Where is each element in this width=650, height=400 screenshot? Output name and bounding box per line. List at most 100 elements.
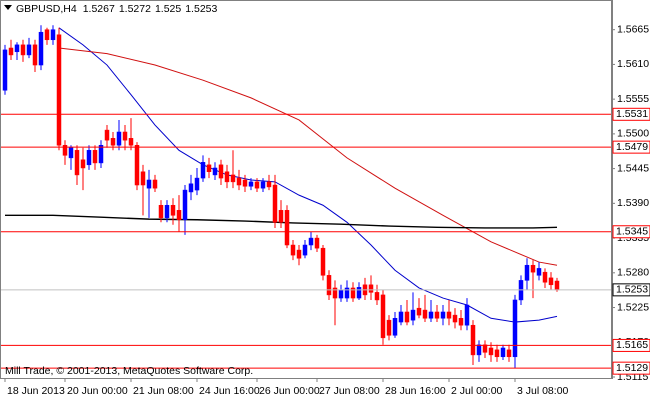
x-tick-label: 2 Jul 00:00 bbox=[451, 385, 503, 397]
y-tick-label: 1.5280 bbox=[617, 267, 649, 279]
candle-body bbox=[212, 167, 218, 176]
candle-body bbox=[182, 189, 188, 221]
candle-body bbox=[242, 179, 248, 187]
header-low: 1.525 bbox=[155, 3, 181, 15]
x-tick-label: 24 Jun 16:00 bbox=[199, 385, 260, 397]
candle-body bbox=[416, 307, 422, 316]
moving-average bbox=[58, 47, 558, 266]
candle-body bbox=[512, 299, 518, 358]
x-tick-label: 20 Jun 00:00 bbox=[67, 385, 128, 397]
candle-body bbox=[104, 129, 110, 141]
candle-body bbox=[230, 174, 236, 183]
candle-body bbox=[86, 150, 92, 166]
candle-body bbox=[122, 131, 128, 141]
candle-body bbox=[194, 177, 200, 191]
candle-body bbox=[332, 287, 338, 299]
candle-body bbox=[452, 314, 458, 323]
header-close: 1.5253 bbox=[185, 3, 217, 15]
candle-body bbox=[134, 144, 140, 186]
candle-body bbox=[368, 284, 374, 293]
candle-body bbox=[488, 347, 494, 356]
candle-body bbox=[338, 289, 344, 299]
x-tick-label: 3 Jul 08:00 bbox=[517, 385, 569, 397]
level-label: 1.5129 bbox=[616, 362, 648, 374]
candle-body bbox=[56, 34, 62, 146]
menu-arrow[interactable] bbox=[4, 5, 12, 10]
x-tick-label: 21 Jun 08:00 bbox=[133, 385, 194, 397]
candle-body bbox=[284, 210, 290, 246]
candle-body bbox=[302, 244, 308, 256]
candle-body bbox=[554, 280, 560, 291]
chart-header: GBPUSD,H4 1.5267 1.5272 1.525 1.5253 bbox=[16, 3, 217, 15]
candle-body bbox=[62, 144, 68, 156]
chart-frame bbox=[0, 0, 612, 379]
candle-body bbox=[14, 44, 20, 53]
y-tick-label: 1.5390 bbox=[617, 197, 649, 209]
moving-average bbox=[58, 27, 558, 323]
level-label-box bbox=[612, 338, 650, 352]
level-label: 1.5531 bbox=[616, 108, 648, 120]
level-label-box bbox=[612, 225, 650, 239]
candle-body bbox=[542, 271, 548, 283]
candle-body bbox=[146, 179, 152, 189]
candle-body bbox=[404, 311, 410, 323]
candle-body bbox=[248, 181, 254, 187]
candle-body bbox=[164, 204, 170, 219]
candle-body bbox=[50, 29, 56, 41]
candle-body bbox=[464, 304, 470, 326]
candle-body bbox=[272, 184, 278, 223]
candle-body bbox=[74, 150, 80, 176]
symbol: GBPUSD,H4 bbox=[16, 3, 77, 15]
candle-body bbox=[236, 177, 242, 186]
candle-body bbox=[398, 311, 404, 323]
candle-body bbox=[26, 44, 32, 56]
candle-body bbox=[320, 247, 326, 276]
candle-body bbox=[170, 204, 176, 216]
candle-body bbox=[200, 162, 206, 179]
candle-body bbox=[470, 324, 476, 356]
candle-body bbox=[128, 138, 134, 146]
candle-body bbox=[224, 171, 230, 183]
plot-area bbox=[0, 25, 612, 369]
candle-body bbox=[548, 277, 554, 286]
x-tick-label: 18 Jun 2013 bbox=[7, 385, 65, 397]
y-tick-label: 1.5445 bbox=[617, 162, 649, 174]
candle-body bbox=[308, 237, 314, 246]
candle-body bbox=[374, 292, 380, 301]
candle-body bbox=[350, 287, 356, 299]
footer: Mill Trade, © 2001-2013, MetaQuotes Soft… bbox=[5, 365, 253, 377]
candle-body bbox=[188, 183, 194, 193]
level-label: 1.5345 bbox=[616, 226, 648, 238]
header-high: 1.5272 bbox=[119, 3, 151, 15]
price-label-box bbox=[612, 283, 650, 297]
candle-body bbox=[344, 287, 350, 299]
candle-body bbox=[380, 294, 386, 339]
candle-body bbox=[314, 237, 320, 249]
candle-body bbox=[524, 264, 530, 281]
candle-body bbox=[110, 138, 116, 146]
candle-body bbox=[218, 164, 224, 179]
candle-body bbox=[38, 31, 44, 66]
candle-body bbox=[296, 249, 302, 259]
candle-body bbox=[92, 150, 98, 164]
candle-body bbox=[44, 29, 50, 41]
candle-body bbox=[530, 264, 536, 273]
level-label: 1.5479 bbox=[616, 141, 648, 153]
candle-body bbox=[98, 144, 104, 164]
candle-body bbox=[356, 287, 362, 299]
candle-body bbox=[32, 44, 38, 66]
candle-body bbox=[20, 44, 26, 56]
level-label: 1.5165 bbox=[616, 339, 648, 351]
candle-body bbox=[278, 210, 284, 223]
level-label-box bbox=[612, 140, 650, 154]
y-tick-label: 1.5665 bbox=[617, 23, 649, 35]
candle-body bbox=[500, 347, 506, 358]
candle-body bbox=[2, 49, 8, 91]
x-tick-label: 26 Jun 00:00 bbox=[259, 385, 320, 397]
candle-body bbox=[482, 344, 488, 353]
candle-body bbox=[254, 181, 260, 189]
candle-body bbox=[494, 349, 500, 358]
candle-body bbox=[458, 318, 464, 326]
